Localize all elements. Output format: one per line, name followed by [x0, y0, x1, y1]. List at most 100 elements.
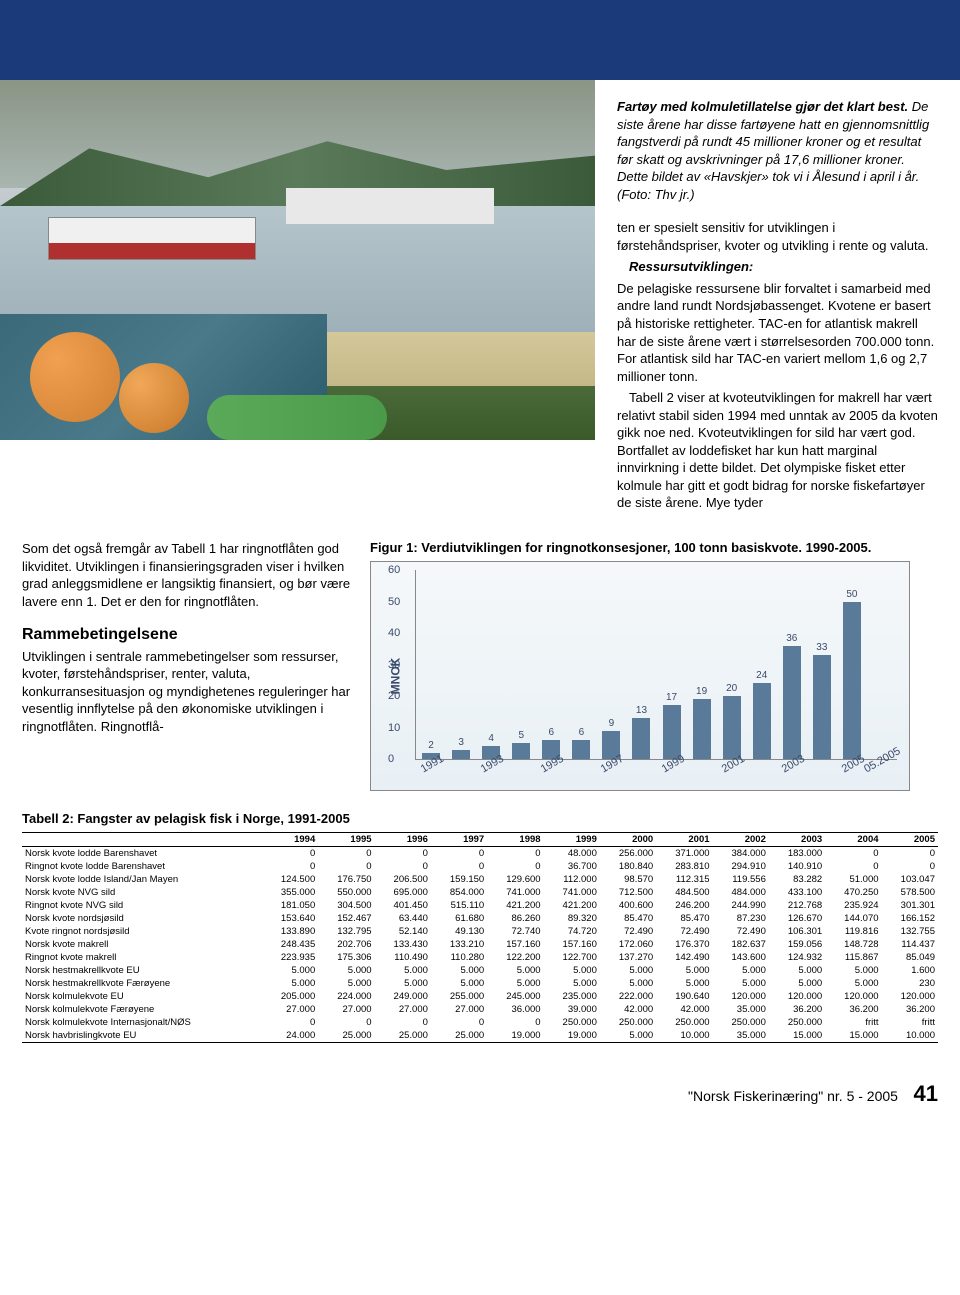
table-cell: 120.000 — [769, 990, 825, 1003]
table-cell: 176.370 — [656, 938, 712, 951]
table-cell: Norsk kolmulekvote EU — [22, 990, 262, 1003]
table-cell: 235.000 — [544, 990, 600, 1003]
table-header-cell: 2004 — [825, 833, 881, 847]
bar-value-label: 5 — [518, 730, 524, 741]
photo-caption: Fartøy med kolmuletillatelse gjør det kl… — [617, 98, 938, 203]
table-header-cell: 2001 — [656, 833, 712, 847]
table-cell: Kvote ringnot nordsjøsild — [22, 925, 262, 938]
table-cell: 0 — [431, 1016, 487, 1029]
y-tick: 30 — [388, 659, 400, 671]
table-cell: 132.755 — [882, 925, 938, 938]
table-cell: 132.795 — [318, 925, 374, 938]
table-header-cell: 1995 — [318, 833, 374, 847]
table-cell: 5.000 — [713, 964, 769, 977]
figure-title: Figur 1: Verdiutviklingen for ringnotkon… — [370, 540, 938, 555]
table-header-cell: 2000 — [600, 833, 656, 847]
table-cell: 0 — [487, 847, 543, 861]
table-cell: 120.000 — [825, 990, 881, 1003]
bar: 33 — [813, 655, 831, 759]
table-cell: 0 — [375, 847, 431, 861]
table-cell: Norsk kolmulekvote Internasjonalt/NØS — [22, 1016, 262, 1029]
table-cell: Ringnot kvote makrell — [22, 951, 262, 964]
table-row: Norsk havbrislingkvote EU24.00025.00025.… — [22, 1029, 938, 1043]
table-cell: 119.816 — [825, 925, 881, 938]
table-cell: 166.152 — [882, 912, 938, 925]
bar: 17 — [663, 705, 681, 759]
table-cell: 224.000 — [318, 990, 374, 1003]
table-row: Norsk kolmulekvote Færøyene27.00027.0002… — [22, 1003, 938, 1016]
bar-chart: MNOK 01020304050602199134199356199569199… — [370, 561, 910, 791]
table-cell: 250.000 — [713, 1016, 769, 1029]
p3: Tabell 2 viser at kvoteutviklingen for m… — [617, 389, 938, 512]
table-cell: 42.000 — [656, 1003, 712, 1016]
bar: 24 — [753, 683, 771, 759]
table-cell: 246.200 — [656, 899, 712, 912]
table-cell: 304.500 — [318, 899, 374, 912]
table-row: Norsk hestmakrellkvote EU5.0005.0005.000… — [22, 964, 938, 977]
table-cell: Norsk kvote NVG sild — [22, 886, 262, 899]
p2b: De pelagiske ressursene blir forvaltet i… — [617, 280, 938, 385]
table-cell: 115.867 — [825, 951, 881, 964]
table-cell: 61.680 — [431, 912, 487, 925]
magazine-ref: "Norsk Fiskerinæring" nr. 5 - 2005 — [688, 1088, 898, 1104]
top-banner — [0, 0, 960, 80]
table-cell: 126.670 — [769, 912, 825, 925]
table-cell: Ringnot kvote NVG sild — [22, 899, 262, 912]
table-cell: 0 — [431, 860, 487, 873]
bar-value-label: 50 — [846, 589, 857, 600]
table-cell: 212.768 — [769, 899, 825, 912]
table-cell: 106.301 — [769, 925, 825, 938]
table-cell: 256.000 — [600, 847, 656, 861]
table-cell: 36.000 — [487, 1003, 543, 1016]
table-cell: 5.000 — [487, 977, 543, 990]
table-cell: 19.000 — [487, 1029, 543, 1043]
table-cell: 484.000 — [713, 886, 769, 899]
table-cell: 51.000 — [825, 873, 881, 886]
table-cell: 27.000 — [375, 1003, 431, 1016]
table-cell: 0 — [318, 847, 374, 861]
table-cell: 230 — [882, 977, 938, 990]
table-section: Tabell 2: Fangster av pelagisk fisk i No… — [0, 801, 960, 1051]
table-row: Norsk kvote makrell248.435202.706133.430… — [22, 938, 938, 951]
bar: 36 — [783, 646, 801, 759]
table-cell: 5.000 — [375, 964, 431, 977]
right-column: Figur 1: Verdiutviklingen for ringnotkon… — [370, 540, 938, 791]
table-cell: 10.000 — [656, 1029, 712, 1043]
table-cell: 27.000 — [431, 1003, 487, 1016]
table-cell: 25.000 — [318, 1029, 374, 1043]
left-column: Som det også fremgår av Tabell 1 har rin… — [22, 540, 352, 791]
table-cell: 124.932 — [769, 951, 825, 964]
bar: 19 — [693, 699, 711, 759]
table-cell: 120.000 — [713, 990, 769, 1003]
table-cell: 190.640 — [656, 990, 712, 1003]
table-cell: 515.110 — [431, 899, 487, 912]
table-header-cell: 1998 — [487, 833, 543, 847]
table-cell: Norsk kvote makrell — [22, 938, 262, 951]
table-cell: 122.700 — [544, 951, 600, 964]
table-cell: 159.056 — [769, 938, 825, 951]
table-cell: 39.000 — [544, 1003, 600, 1016]
table-cell: 550.000 — [318, 886, 374, 899]
table-cell: 42.000 — [600, 1003, 656, 1016]
bar: 13 — [632, 718, 650, 759]
table-cell: 5.000 — [825, 977, 881, 990]
table-cell: 695.000 — [375, 886, 431, 899]
hero-text-column: Fartøy med kolmuletillatelse gjør det kl… — [595, 80, 960, 526]
table-cell: 129.600 — [487, 873, 543, 886]
table-cell: 36.200 — [882, 1003, 938, 1016]
table-cell: 250.000 — [656, 1016, 712, 1029]
table-cell: 36.200 — [825, 1003, 881, 1016]
table-cell: 250.000 — [600, 1016, 656, 1029]
y-tick: 20 — [388, 690, 400, 702]
table-cell: 741.000 — [487, 886, 543, 899]
table-header-cell: 1999 — [544, 833, 600, 847]
table-cell: 27.000 — [262, 1003, 318, 1016]
table-cell: Norsk hestmakrellkvote Færøyene — [22, 977, 262, 990]
table-cell: 103.047 — [882, 873, 938, 886]
y-tick: 10 — [388, 722, 400, 734]
table-header-cell: 1994 — [262, 833, 318, 847]
table-cell: 244.990 — [713, 899, 769, 912]
table-cell: fritt — [825, 1016, 881, 1029]
table-header-row: 1994199519961997199819992000200120022003… — [22, 833, 938, 847]
table-cell: 206.500 — [375, 873, 431, 886]
